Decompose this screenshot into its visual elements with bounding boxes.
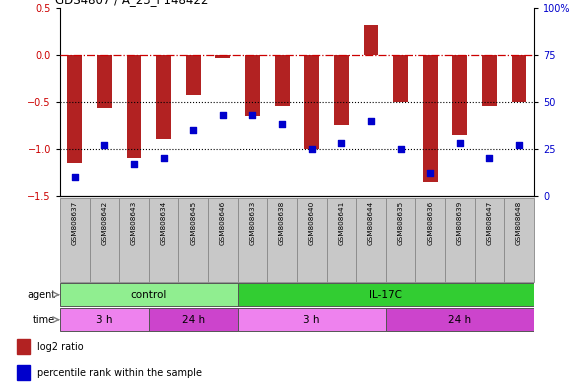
Bar bbox=[297, 198, 327, 282]
Text: GSM808640: GSM808640 bbox=[309, 201, 315, 245]
Point bbox=[367, 118, 376, 124]
Text: GSM808642: GSM808642 bbox=[102, 201, 107, 245]
Text: percentile rank within the sample: percentile rank within the sample bbox=[37, 367, 202, 377]
Bar bbox=[17, 365, 30, 380]
Bar bbox=[119, 198, 149, 282]
Bar bbox=[512, 55, 526, 102]
Text: IL-17C: IL-17C bbox=[369, 290, 403, 300]
Point bbox=[100, 142, 109, 148]
Bar bbox=[238, 308, 386, 331]
Bar bbox=[452, 55, 467, 135]
Bar bbox=[149, 198, 178, 282]
Bar bbox=[156, 55, 171, 139]
Text: GSM808647: GSM808647 bbox=[486, 201, 492, 245]
Bar bbox=[364, 25, 379, 55]
Point bbox=[337, 140, 346, 146]
Bar bbox=[356, 198, 386, 282]
Text: GSM808634: GSM808634 bbox=[160, 201, 167, 245]
Point bbox=[188, 127, 198, 133]
Bar bbox=[275, 55, 289, 106]
Bar bbox=[178, 198, 208, 282]
Text: control: control bbox=[131, 290, 167, 300]
Point bbox=[307, 146, 316, 152]
Bar bbox=[17, 339, 30, 354]
Bar bbox=[186, 55, 200, 95]
Point bbox=[485, 155, 494, 161]
Point bbox=[70, 174, 79, 180]
Text: GSM808641: GSM808641 bbox=[339, 201, 344, 245]
Point bbox=[514, 142, 524, 148]
Bar bbox=[90, 198, 119, 282]
Bar bbox=[475, 198, 504, 282]
Text: GSM808644: GSM808644 bbox=[368, 201, 374, 245]
Bar bbox=[445, 198, 475, 282]
Bar bbox=[97, 55, 112, 108]
Bar bbox=[386, 198, 416, 282]
Point bbox=[218, 112, 227, 118]
Text: GSM808638: GSM808638 bbox=[279, 201, 285, 245]
Bar bbox=[149, 308, 238, 331]
Bar bbox=[60, 198, 90, 282]
Point bbox=[455, 140, 464, 146]
Bar bbox=[386, 308, 534, 331]
Bar bbox=[423, 55, 437, 182]
Bar bbox=[482, 55, 497, 106]
Bar bbox=[208, 198, 238, 282]
Text: GSM808643: GSM808643 bbox=[131, 201, 137, 245]
Text: GSM808645: GSM808645 bbox=[190, 201, 196, 245]
Bar bbox=[334, 55, 349, 125]
Text: GSM808633: GSM808633 bbox=[250, 201, 255, 245]
Text: 24 h: 24 h bbox=[448, 314, 472, 325]
Point bbox=[396, 146, 405, 152]
Text: GSM808637: GSM808637 bbox=[72, 201, 78, 245]
Bar bbox=[215, 55, 230, 58]
Bar bbox=[327, 198, 356, 282]
Bar bbox=[60, 308, 149, 331]
Text: GSM808646: GSM808646 bbox=[220, 201, 226, 245]
Text: 3 h: 3 h bbox=[303, 314, 320, 325]
Point bbox=[159, 155, 168, 161]
Bar bbox=[415, 198, 445, 282]
Bar bbox=[127, 55, 142, 158]
Bar bbox=[60, 283, 238, 306]
Point bbox=[278, 121, 287, 127]
Bar bbox=[67, 55, 82, 163]
Text: 3 h: 3 h bbox=[96, 314, 112, 325]
Point bbox=[130, 161, 139, 167]
Point bbox=[425, 170, 435, 176]
Point bbox=[248, 112, 257, 118]
Text: GDS4807 / A_23_P148422: GDS4807 / A_23_P148422 bbox=[55, 0, 208, 7]
Bar bbox=[304, 55, 319, 149]
Text: log2 ratio: log2 ratio bbox=[37, 342, 84, 352]
Text: GSM808648: GSM808648 bbox=[516, 201, 522, 245]
Text: GSM808636: GSM808636 bbox=[427, 201, 433, 245]
Text: 24 h: 24 h bbox=[182, 314, 205, 325]
Bar bbox=[238, 198, 267, 282]
Bar bbox=[245, 55, 260, 116]
Text: GSM808639: GSM808639 bbox=[457, 201, 463, 245]
Bar bbox=[393, 55, 408, 102]
Bar bbox=[504, 198, 534, 282]
Bar bbox=[238, 283, 534, 306]
Text: GSM808635: GSM808635 bbox=[397, 201, 404, 245]
Text: time: time bbox=[33, 314, 55, 325]
Bar bbox=[267, 198, 297, 282]
Text: agent: agent bbox=[27, 290, 55, 300]
